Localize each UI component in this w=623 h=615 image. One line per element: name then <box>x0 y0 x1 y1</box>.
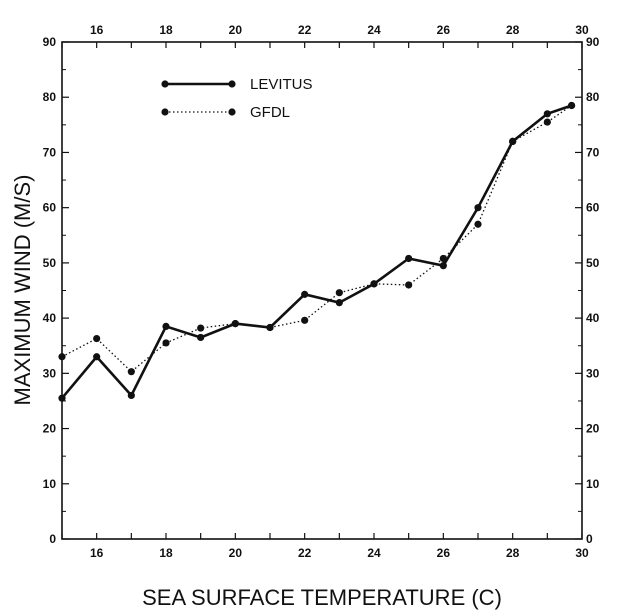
legend-marker <box>161 108 169 116</box>
data-point-gfdl <box>335 289 343 297</box>
x-tick-label-top: 20 <box>229 23 243 37</box>
y-tick-label-right: 10 <box>586 477 600 491</box>
data-point-levitus <box>439 262 447 270</box>
x-tick-label-bottom: 20 <box>229 546 243 560</box>
data-point-levitus <box>58 394 66 402</box>
y-tick-label-left: 20 <box>43 422 57 436</box>
data-point-levitus <box>162 322 170 330</box>
series-line-gfdl <box>61 104 572 373</box>
data-point-gfdl <box>93 334 101 343</box>
y-tick-label-right: 60 <box>586 201 600 215</box>
x-tick-label-bottom: 26 <box>437 546 451 560</box>
x-axis-ticks: 16 18 20 22 24 26 28 30 16 18 20 22 24 26 28 30 <box>61 23 589 560</box>
y-tick-label-right: 20 <box>586 422 600 436</box>
data-point-levitus <box>474 204 482 212</box>
data-point-gfdl <box>231 320 239 328</box>
x-tick-label-bottom: 16 <box>90 546 104 560</box>
data-point-gfdl <box>370 280 378 288</box>
y-axis-title: MAXIMUM WIND (M/S) <box>10 175 35 406</box>
y-tick-label-right: 0 <box>586 532 593 546</box>
x-tick-label-top: 28 <box>506 23 520 37</box>
x-tick-label-bottom: 30 <box>575 546 589 560</box>
y-tick-label-right: 30 <box>586 366 600 380</box>
y-tick-label-left: 40 <box>43 311 57 325</box>
data-point-gfdl <box>162 339 170 347</box>
data-point-gfdl <box>301 316 309 324</box>
y-tick-label-left: 90 <box>43 35 57 49</box>
legend-label-levitus: LEVITUS <box>250 76 313 93</box>
series-line-levitus <box>61 104 573 400</box>
y-tick-label-left: 30 <box>43 366 57 380</box>
data-point-levitus <box>127 391 135 400</box>
data-point-gfdl <box>509 137 517 145</box>
x-tick-label-bottom: 18 <box>159 546 173 560</box>
legend-marker <box>228 108 236 116</box>
x-tick-label-bottom: 22 <box>298 546 312 560</box>
data-point-gfdl <box>474 220 482 228</box>
data-point-gfdl <box>58 353 66 361</box>
legend: LEVITUS GFDL <box>161 76 313 121</box>
plot-area-frame <box>61 41 583 540</box>
x-tick-label-top: 16 <box>90 23 104 37</box>
data-point-gfdl <box>543 118 551 126</box>
data-point-gfdl <box>568 101 576 110</box>
y-tick-label-right: 50 <box>586 256 600 270</box>
x-tick-label-top: 26 <box>437 23 451 37</box>
data-point-gfdl <box>266 323 274 332</box>
y-tick-label-left: 70 <box>43 145 57 159</box>
y-tick-label-left: 60 <box>43 201 57 215</box>
legend-label-gfdl: GFDL <box>250 104 290 121</box>
y-tick-label-left: 10 <box>43 477 57 491</box>
x-tick-label-top: 22 <box>298 23 312 37</box>
y-axis-ticks: 0 0 10 10 20 20 30 30 40 40 50 50 60 60 70 70 80 80 90 90 <box>43 35 600 546</box>
y-tick-label-right: 80 <box>586 90 600 104</box>
data-point-levitus <box>93 353 101 361</box>
y-tick-label-right: 40 <box>586 311 600 325</box>
series-layer <box>58 101 576 402</box>
data-point-gfdl <box>197 324 205 332</box>
data-point-levitus <box>543 110 551 118</box>
data-point-levitus <box>301 290 309 298</box>
x-tick-label-top: 30 <box>575 23 589 37</box>
data-point-gfdl <box>127 368 135 376</box>
x-tick-label-top: 24 <box>367 23 381 37</box>
x-tick-label-top: 18 <box>159 23 173 37</box>
legend-marker <box>161 80 169 88</box>
x-tick-label-bottom: 24 <box>367 546 381 560</box>
data-point-levitus <box>405 254 413 263</box>
x-tick-label-bottom: 28 <box>506 546 520 560</box>
data-point-gfdl <box>439 254 447 263</box>
y-tick-label-left: 80 <box>43 90 57 104</box>
legend-marker <box>228 80 236 88</box>
y-tick-label-left: 0 <box>49 532 56 546</box>
data-point-gfdl <box>405 281 413 289</box>
x-axis-title: SEA SURFACE TEMPERATURE (C) <box>142 585 502 610</box>
y-tick-label-right: 70 <box>586 145 600 159</box>
data-point-levitus <box>335 299 343 307</box>
y-tick-label-right: 90 <box>586 35 600 49</box>
y-tick-label-left: 50 <box>43 256 57 270</box>
data-point-levitus <box>197 333 205 342</box>
